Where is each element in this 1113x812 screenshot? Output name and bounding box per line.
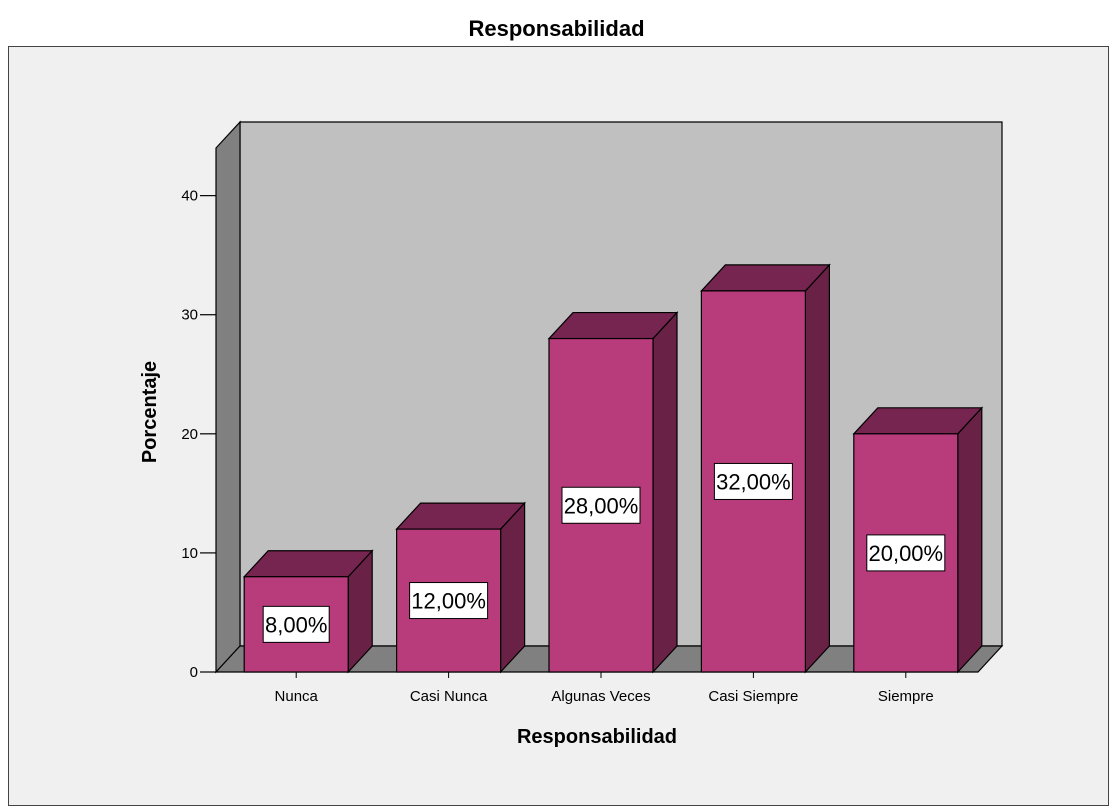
bar-group: 20,00% <box>852 406 984 674</box>
data-label-box <box>561 486 641 524</box>
bars: 8,00% 12,00% 28,00% 32,00% 20,00% <box>242 263 984 674</box>
y-axis: 0 10 20 30 40 <box>181 188 216 681</box>
bar-group: 12,00% <box>395 501 526 674</box>
x-axis-title: Responsabilidad <box>517 726 677 748</box>
data-label-box <box>262 605 330 643</box>
x-tick-label: Casi Nunca <box>410 688 488 705</box>
side-wall <box>215 120 241 674</box>
y-tick-label: 40 <box>181 188 198 205</box>
x-tick-label: Nunca <box>275 688 319 705</box>
y-tick-label: 30 <box>181 307 198 324</box>
bar-side <box>957 406 983 674</box>
data-label: 20,00% <box>868 541 943 566</box>
data-label: 28,00% <box>564 493 639 518</box>
bar-group: 28,00% <box>547 311 679 674</box>
data-label: 32,00% <box>716 469 791 494</box>
data-label-box <box>866 534 946 572</box>
data-label: 12,00% <box>411 589 486 614</box>
chart-title: Responsabilidad <box>468 16 645 41</box>
bar-side <box>500 501 526 674</box>
x-tick-label: Casi Siempre <box>708 688 798 705</box>
bar-side <box>652 311 678 674</box>
data-label-box <box>713 462 793 500</box>
data-label-box <box>409 582 489 620</box>
y-axis-title: Porcentaje <box>139 361 161 463</box>
x-tick-label: Siempre <box>878 688 934 705</box>
y-tick-label: 10 <box>181 545 198 562</box>
bar-group: 32,00% <box>700 263 831 674</box>
y-tick-label: 0 <box>190 664 198 681</box>
bar-group: 8,00% <box>242 549 374 674</box>
data-label: 8,00% <box>265 612 327 637</box>
x-tick-label: Algunas Veces <box>551 688 650 705</box>
y-tick-label: 20 <box>181 426 198 443</box>
x-axis-categories: Nunca Casi Nunca Algunas Veces Casi Siempre… <box>275 672 934 705</box>
bar-side <box>804 263 831 674</box>
